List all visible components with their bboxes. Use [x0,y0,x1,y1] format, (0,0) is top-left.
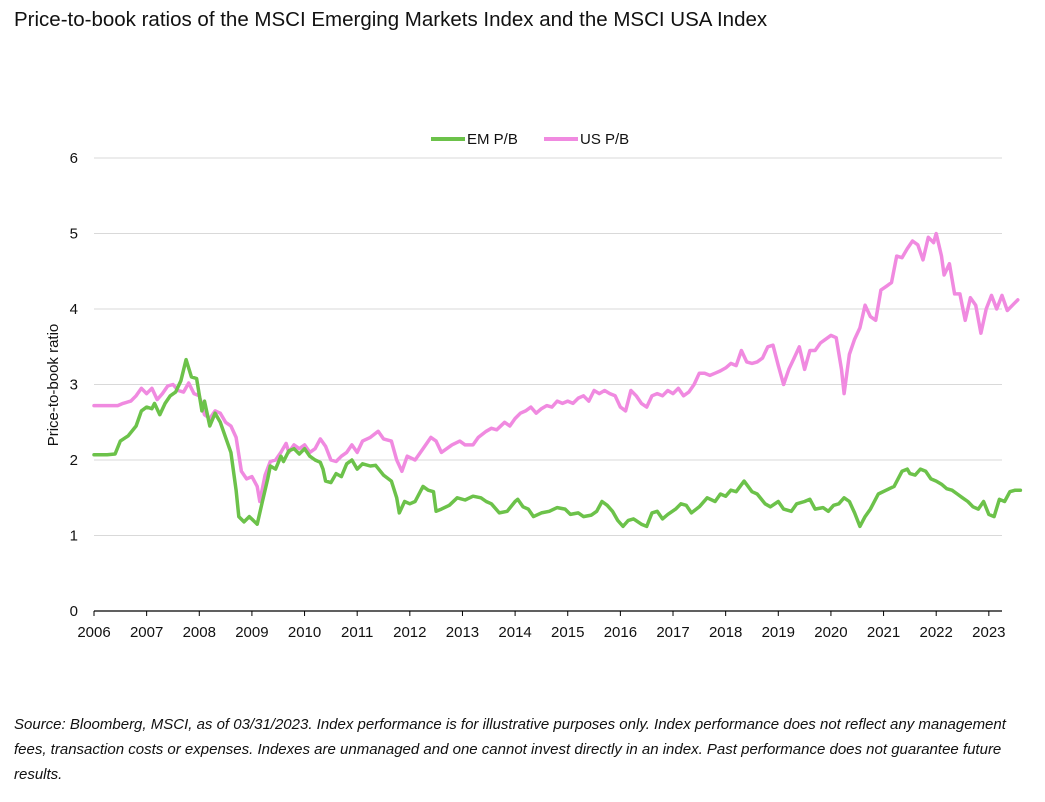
y-axis: 0 1 2 3 4 5 6 [70,150,78,620]
x-tick-label: 2015 [551,624,584,641]
y-axis-label: Price-to-book ratio [45,324,62,447]
x-tick-label: 2021 [867,624,900,641]
y-tick-label: 0 [70,603,78,620]
x-tick-label: 2007 [130,624,163,641]
series-line-em-p-b [92,357,1023,529]
x-tick-label: 2020 [814,624,847,641]
y-tick-label: 1 [70,528,78,545]
grid-lines [94,157,1002,536]
x-tick-label: 2010 [288,624,321,641]
line-chart: 0 1 2 3 4 5 6 2006 2007 2008 2009 2010 2011 2012 2013… [45,131,1023,641]
y-tick-label: 3 [70,377,78,394]
x-tick-label: 2017 [656,624,689,641]
legend: EM P/B US P/B [431,131,629,148]
legend-label: EM P/B [467,131,518,148]
x-axis: 2006 2007 2008 2009 2010 2011 2012 2013 2014 2015… [77,610,1006,641]
y-tick-label: 4 [70,301,78,318]
x-tick-label: 2013 [446,624,479,641]
x-tick-label: 2009 [235,624,268,641]
x-tick-label: 2014 [498,624,531,641]
x-tick-label: 2022 [920,624,953,641]
x-tick-label: 2008 [183,624,216,641]
y-tick-label: 2 [70,452,78,469]
x-tick-label: 2011 [341,624,373,641]
series-line-us-p-b [92,231,1020,504]
legend-label: US P/B [580,131,629,148]
y-tick-label: 6 [70,150,78,167]
x-tick-label: 2019 [762,624,795,641]
series-lines [92,231,1023,529]
x-tick-label: 2016 [604,624,637,641]
x-tick-label: 2018 [709,624,742,641]
page-title: Price-to-book ratios of the MSCI Emergin… [14,8,768,31]
x-tick-label: 2012 [393,624,426,641]
y-tick-label: 5 [70,226,78,243]
source-note: Source: Bloomberg, MSCI, as of 03/31/202… [14,716,1006,783]
x-tick-label: 2006 [77,624,110,641]
x-tick-label: 2023 [972,624,1005,641]
